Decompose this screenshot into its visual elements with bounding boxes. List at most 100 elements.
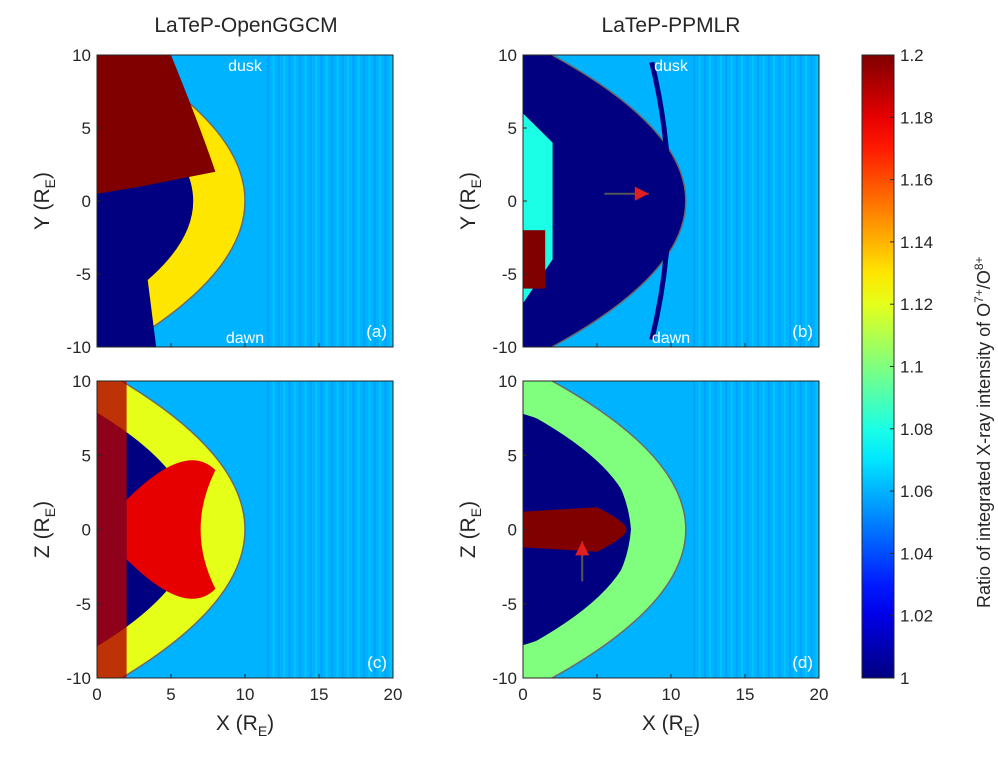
colorbar-tick-label: 1.12 <box>900 295 933 314</box>
wind-stripe <box>352 55 355 347</box>
wind-stripe <box>714 381 717 678</box>
x-tick-label: 20 <box>810 685 829 704</box>
wind-stripe <box>703 381 706 678</box>
y-tick-label: 10 <box>72 46 91 65</box>
wind-stripe <box>384 381 387 678</box>
x-tick-label: 15 <box>736 685 755 704</box>
colorbar-tick-label: 1.14 <box>900 233 933 252</box>
wind-stripe <box>293 381 296 678</box>
wind-stripe <box>746 55 749 347</box>
column-title-openggcm: LaTeP-OpenGGCM <box>154 14 338 37</box>
wind-stripe <box>320 55 323 347</box>
wind-stripe <box>272 55 275 347</box>
panel-b: 10 5 0 -5 -10 Y (RE) dusk dawn (b) <box>457 46 820 357</box>
wind-stripe <box>767 55 770 347</box>
wind-stripe <box>799 55 802 347</box>
panel-a: 10 5 0 -5 -10 Y (RE) dusk dawn (a) <box>31 46 394 357</box>
colorbar-label: Ratio of integrated X-ray intensity of O… <box>972 256 994 608</box>
y-tick-label: 10 <box>498 372 517 391</box>
wind-stripe <box>368 381 371 678</box>
wind-stripe <box>778 381 781 678</box>
wind-stripe <box>714 55 717 347</box>
wind-stripe <box>751 55 754 347</box>
colorbar-tick-label: 1.18 <box>900 108 933 127</box>
wind-stripe <box>283 55 286 347</box>
heatmap-field <box>523 55 819 347</box>
y-tick-label: 10 <box>498 46 517 65</box>
colorbar-gradient <box>861 54 895 679</box>
wind-stripe <box>315 55 318 347</box>
wind-stripe <box>698 55 701 347</box>
wind-stripe <box>389 381 392 678</box>
wind-stripe <box>336 381 339 678</box>
wind-stripe <box>336 55 339 347</box>
tail-low-ratio <box>97 215 157 347</box>
wind-stripe <box>783 381 786 678</box>
wind-stripe <box>693 55 696 347</box>
x-tick-label: 20 <box>384 685 403 704</box>
wind-stripe <box>341 55 344 347</box>
x-tick-label: 0 <box>92 685 101 704</box>
wind-stripe <box>805 381 808 678</box>
wind-stripe <box>741 381 744 678</box>
wind-stripe <box>325 381 328 678</box>
wind-stripe <box>277 381 280 678</box>
wind-stripe <box>805 55 808 347</box>
wind-stripe <box>794 55 797 347</box>
colorbar-tick-label: 1.02 <box>900 607 933 626</box>
colorbar-tick-label: 1.06 <box>900 482 933 501</box>
wind-stripe <box>325 55 328 347</box>
wind-stripe <box>341 381 344 678</box>
wind-stripe <box>735 381 738 678</box>
wind-stripe <box>288 381 291 678</box>
wind-stripe <box>379 381 382 678</box>
wind-stripe <box>352 381 355 678</box>
wind-stripe <box>304 55 307 347</box>
wind-stripe <box>347 55 350 347</box>
colorbar-tick-label: 1.04 <box>900 544 933 563</box>
panel-label: (d) <box>792 653 813 672</box>
y-tick-label: -5 <box>76 265 91 284</box>
tail-high-ratio <box>523 230 546 289</box>
wind-stripe <box>709 381 712 678</box>
y-axis-label: Z (RE) <box>31 501 58 558</box>
wind-stripe <box>789 55 792 347</box>
wind-stripe <box>730 381 733 678</box>
y-tick-label: 0 <box>508 521 517 540</box>
y-tick-label: 5 <box>508 446 517 465</box>
x-axis-label: X (RE) <box>216 712 274 739</box>
x-tick-label: 5 <box>592 685 601 704</box>
arrow-head <box>575 541 590 556</box>
y-tick-label: 0 <box>82 521 91 540</box>
y-tick-label: -10 <box>66 338 91 357</box>
wind-stripe <box>693 381 696 678</box>
wind-stripe <box>384 55 387 347</box>
colorbar-tick-label: 1.1 <box>900 358 924 377</box>
heatmap-field <box>97 381 393 678</box>
cusp-high-ratio <box>97 55 216 194</box>
x-tick-label: 15 <box>310 685 329 704</box>
wind-stripe <box>815 55 818 347</box>
wind-stripe <box>799 381 802 678</box>
wind-stripe <box>309 381 312 678</box>
wind-stripe <box>373 381 376 678</box>
wind-stripe <box>293 55 296 347</box>
y-tick-label: -10 <box>66 669 91 688</box>
x-tick-label: 10 <box>662 685 681 704</box>
region-annotation: dusk <box>228 58 263 75</box>
wind-stripe <box>698 381 701 678</box>
panel-label: (c) <box>367 653 387 672</box>
wind-stripe <box>719 55 722 347</box>
y-axis-label: Y (RE) <box>31 172 58 230</box>
wind-stripe <box>709 55 712 347</box>
region-annotation: dawn <box>226 330 264 347</box>
wind-stripe <box>379 55 382 347</box>
heatmap-field <box>523 381 819 678</box>
colorbar: 1 1.02 1.04 1.06 1.08 1.1 1.12 1.14 1.16 1.18 1.2 <box>861 46 933 688</box>
near-earth-high-ratio <box>97 381 127 678</box>
wind-stripe <box>762 55 765 347</box>
wind-stripe <box>363 381 366 678</box>
wind-stripe <box>331 381 334 678</box>
wind-stripe <box>331 55 334 347</box>
